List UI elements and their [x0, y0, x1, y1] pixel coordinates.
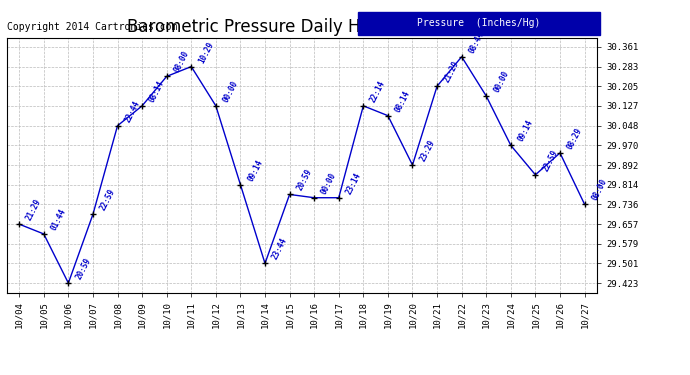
Text: 08:29: 08:29: [566, 126, 584, 151]
Text: 09:14: 09:14: [516, 118, 535, 143]
Text: 10:29: 10:29: [197, 40, 215, 64]
Text: 23:29: 23:29: [418, 138, 437, 163]
Text: 23:44: 23:44: [270, 237, 289, 261]
Text: 22:59: 22:59: [99, 188, 117, 212]
Text: 08:14: 08:14: [393, 89, 412, 114]
Text: 01:44: 01:44: [49, 207, 68, 232]
Text: 08:00: 08:00: [172, 50, 190, 74]
FancyBboxPatch shape: [358, 12, 600, 35]
Text: 08:14: 08:14: [148, 79, 166, 104]
Text: 09:14: 09:14: [246, 158, 264, 183]
Text: Pressure  (Inches/Hg): Pressure (Inches/Hg): [417, 18, 540, 28]
Text: 21:29: 21:29: [25, 197, 43, 222]
Title: Barometric Pressure Daily High 20141028: Barometric Pressure Daily High 20141028: [128, 18, 476, 36]
Text: 22:44: 22:44: [123, 99, 141, 124]
Text: 20:59: 20:59: [74, 256, 92, 281]
Text: Copyright 2014 Cartronics.com: Copyright 2014 Cartronics.com: [7, 22, 177, 32]
Text: 00:00: 00:00: [221, 79, 240, 104]
Text: 20:59: 20:59: [295, 168, 314, 192]
Text: 00:00: 00:00: [319, 171, 338, 195]
Text: 22:14: 22:14: [369, 79, 387, 104]
Text: 23:14: 23:14: [344, 171, 363, 195]
Text: 00:00: 00:00: [492, 69, 511, 94]
Text: 22:59: 22:59: [541, 148, 560, 172]
Text: 08:44: 08:44: [467, 30, 486, 55]
Text: 08:00: 08:00: [590, 177, 609, 202]
Text: 21:29: 21:29: [442, 59, 461, 84]
